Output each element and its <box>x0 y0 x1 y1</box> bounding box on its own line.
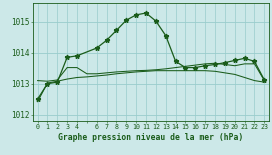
X-axis label: Graphe pression niveau de la mer (hPa): Graphe pression niveau de la mer (hPa) <box>58 133 244 142</box>
